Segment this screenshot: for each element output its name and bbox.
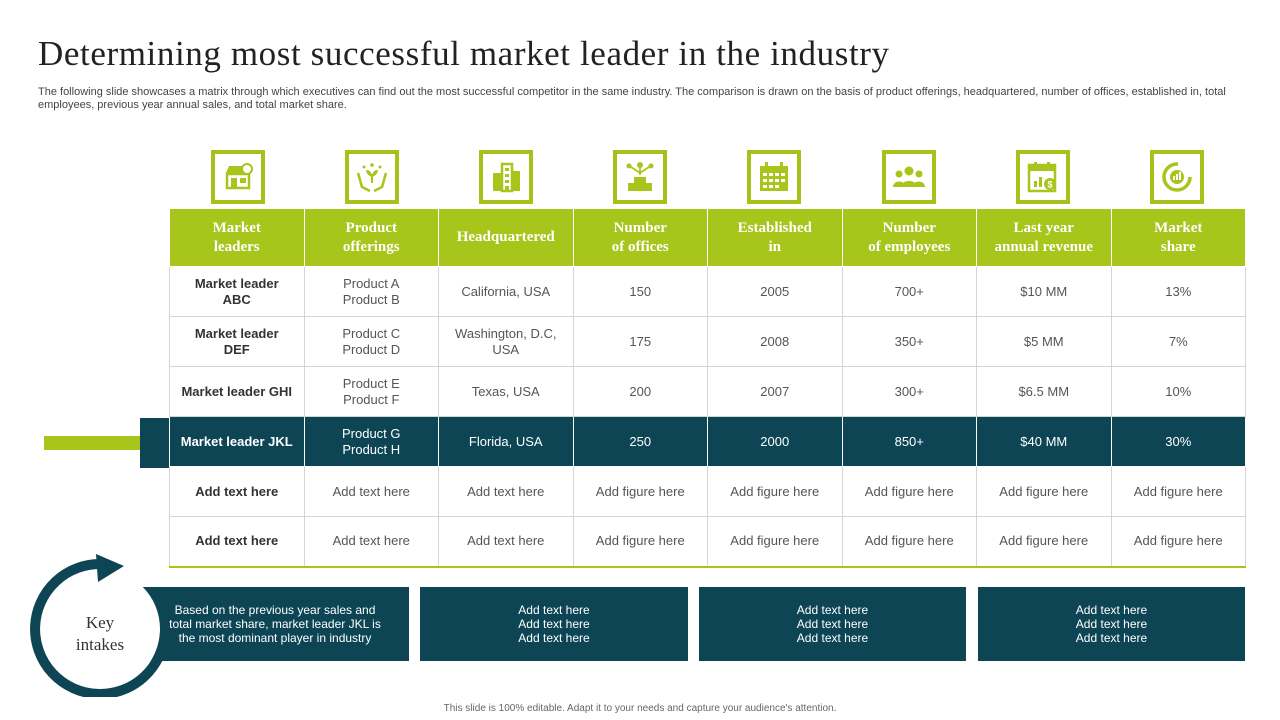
key-intake-box-2: Add text here Add text here Add text her… [420,587,688,661]
cell-share: 13% [1110,266,1246,317]
cell-revenue: $40 MM [976,416,1112,467]
header-number-of-employees: Number of employees [841,208,977,267]
cell-share: Add figure here [1110,466,1246,517]
cell-share: Add figure here [1110,516,1246,568]
cell-established: 2008 [707,316,843,367]
intake-line: Add text here [1075,617,1148,631]
table-row: Market leader GHI Product E Product F Tex… [169,366,1246,417]
cell-revenue: Add figure here [976,466,1112,517]
cell-offices: Add figure here [572,466,708,517]
cell-share: 30% [1110,416,1246,467]
building-icon [479,150,533,204]
header-number-of-offices: Number of offices [572,208,708,267]
table-row: Add text here Add text here Add text her… [169,516,1246,568]
intake-line: total market share, market leader JKL is [169,617,381,631]
intake-line: Based on the previous year sales and [174,603,376,617]
header-annual-revenue: Last year annual revenue [976,208,1112,267]
cell-offices: 250 [572,416,708,467]
cell-revenue: $5 MM [976,316,1112,367]
cell-leader: Market leader JKL [169,416,305,467]
cell-products: Add text here [303,466,439,517]
key-intakes-badge: Key intakes [30,552,170,699]
cell-offices: 200 [572,366,708,417]
cell-products: Product G Product H [303,416,439,467]
cell-hq: California, USA [438,266,574,317]
cell-hq: Florida, USA [438,416,574,467]
market-leader-matrix: Market leaders Product offerings Headquart… [169,208,1246,568]
cell-offices: 150 [572,266,708,317]
header-headquartered: Headquartered [438,208,574,267]
table-header-row: Market leaders Product offerings Headquart… [169,208,1246,267]
cell-products: Add text here [303,516,439,568]
calendar-icon [747,150,801,204]
cell-revenue: Add figure here [976,516,1112,568]
shop-icon [211,150,265,204]
header-market-leaders: Market leaders [169,208,305,267]
header-market-share: Market share [1110,208,1246,267]
key-intake-box-1: Based on the previous year sales and tot… [141,587,409,661]
highlight-row-tab [140,418,170,468]
intake-line: Add text here [796,631,869,645]
cell-established: 2000 [707,416,843,467]
intake-line: Add text here [518,631,590,645]
cell-leader: Add text here [169,516,305,568]
slide-description: The following slide showcases a matrix t… [38,86,1226,111]
cell-share: 7% [1110,316,1246,367]
hands-plant-icon [345,150,399,204]
cell-established: Add figure here [707,466,843,517]
cell-employees: Add figure here [841,466,977,517]
cell-revenue: $6.5 MM [976,366,1112,417]
cell-leader: Market leader GHI [169,366,305,417]
table-row-highlighted: Market leader JKL Product G Product H Flo… [169,416,1246,467]
table-row: Market leader DEF Product C Product D Wash… [169,316,1246,367]
key-intake-box-3: Add text here Add text here Add text her… [699,587,966,661]
svg-text:$: $ [1047,180,1052,190]
intake-line: Add text here [796,617,869,631]
slide-title: Determining most successful market leade… [38,34,890,73]
cell-products: Product E Product F [303,366,439,417]
cell-share: 10% [1110,366,1246,417]
table-row: Market leader ABC Product A Product B Cali… [169,266,1246,317]
circular-arrow-icon [30,554,170,699]
intake-line: Add text here [1075,603,1148,617]
cell-hq: Add text here [438,466,574,517]
cell-leader: Add text here [169,466,305,517]
highlight-arrow-shaft [44,436,144,450]
header-established-in: Established in [707,208,843,267]
key-intake-box-4: Add text here Add text here Add text her… [978,587,1245,661]
pie-chart-icon [1150,150,1204,204]
intake-line: the most dominant player in industry [178,631,372,645]
cell-revenue: $10 MM [976,266,1112,317]
header-product-offerings: Product offerings [303,208,439,267]
key-intakes-label: Key intakes [75,613,125,654]
cell-employees: Add figure here [841,516,977,568]
cell-products: Product A Product B [303,266,439,317]
cell-offices: 175 [572,316,708,367]
table-row: Add text here Add text here Add text her… [169,466,1246,517]
intake-line: Add text here [518,617,590,631]
cell-employees: 850+ [841,416,977,467]
cell-hq: Add text here [438,516,574,568]
intake-line: Add text here [796,603,869,617]
cell-established: 2005 [707,266,843,317]
cell-established: Add figure here [707,516,843,568]
revenue-calendar-icon: $ [1016,150,1070,204]
office-network-icon [613,150,667,204]
footer-note: This slide is 100% editable. Adapt it to… [443,703,837,714]
team-icon [882,150,936,204]
cell-established: 2007 [707,366,843,417]
cell-products: Product C Product D [303,316,439,367]
cell-employees: 350+ [841,316,977,367]
cell-leader: Market leader ABC [169,266,305,317]
cell-hq: Washington, D.C, USA [438,316,574,367]
cell-employees: 300+ [841,366,977,417]
cell-offices: Add figure here [572,516,708,568]
cell-leader: Market leader DEF [169,316,305,367]
intake-line: Add text here [518,603,590,617]
intake-line: Add text here [1075,631,1148,645]
cell-hq: Texas, USA [438,366,574,417]
cell-employees: 700+ [841,266,977,317]
